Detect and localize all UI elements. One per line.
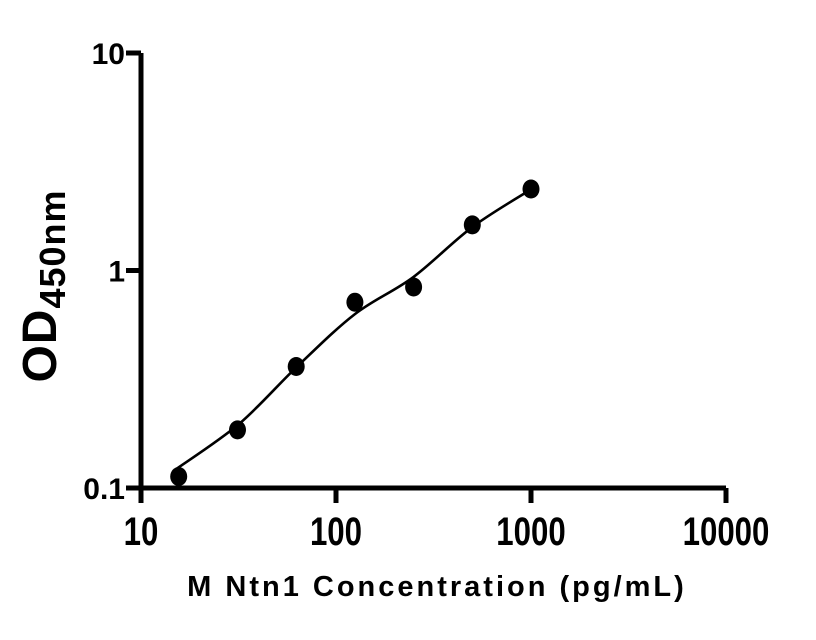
x-tick-label: 1000 bbox=[496, 510, 565, 554]
x-tick-label: 10 bbox=[124, 510, 159, 554]
x-tick-label: 10000 bbox=[683, 510, 770, 554]
y-tick-label: 10 bbox=[92, 38, 125, 71]
y-tick-label: 1 bbox=[108, 256, 125, 289]
x-axis-title: M Ntn1 Concentration (pg/mL) bbox=[187, 571, 687, 603]
data-point bbox=[229, 420, 246, 440]
y-axis-title-main: OD bbox=[14, 308, 67, 383]
data-point bbox=[346, 292, 364, 312]
y-axis-title-subscript: 450nm bbox=[32, 189, 73, 309]
data-point bbox=[170, 467, 188, 486]
x-tick-label: 100 bbox=[310, 510, 362, 554]
data-point bbox=[405, 277, 423, 297]
y-tick-label: 0.1 bbox=[83, 473, 125, 506]
y-axis-title: OD450nm bbox=[14, 189, 73, 383]
data-point bbox=[522, 179, 540, 199]
data-point bbox=[287, 357, 305, 376]
data-point bbox=[463, 215, 481, 235]
